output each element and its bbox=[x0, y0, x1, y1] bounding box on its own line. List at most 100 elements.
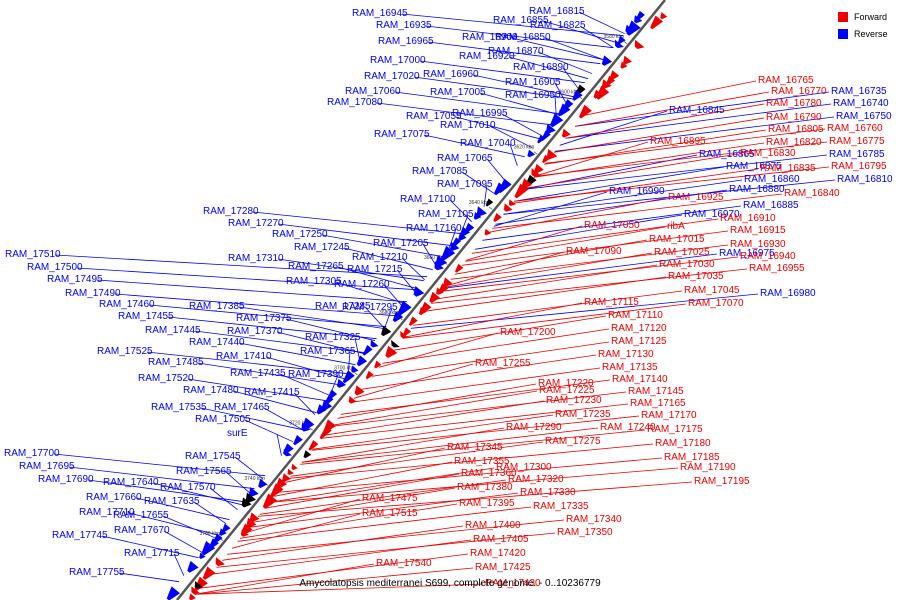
reverse-gene-label[interactable]: RAM_16920 bbox=[459, 51, 515, 62]
forward-gene-glyph[interactable] bbox=[291, 463, 298, 470]
reverse-gene-glyph[interactable] bbox=[434, 261, 444, 271]
reverse-gene-label[interactable]: RAM_17500 bbox=[27, 262, 83, 273]
reverse-gene-label[interactable]: RAM_17655 bbox=[113, 510, 169, 521]
reverse-gene-glyph[interactable] bbox=[316, 404, 327, 415]
forward-gene-glyph[interactable] bbox=[546, 148, 558, 160]
reverse-gene-glyph[interactable] bbox=[342, 370, 355, 384]
reverse-gene-label[interactable]: RAM_16965 bbox=[378, 36, 434, 47]
reverse-gene-label[interactable]: RAM_17040 bbox=[460, 138, 516, 149]
forward-gene-label[interactable]: RAM_16910 bbox=[720, 213, 776, 224]
reverse-gene-label[interactable]: RAM_16990 bbox=[609, 186, 665, 197]
forward-gene-glyph[interactable] bbox=[246, 517, 257, 528]
reverse-gene-glyph[interactable] bbox=[601, 55, 612, 66]
reverse-gene-label[interactable]: RAM_17160 bbox=[406, 223, 462, 234]
reverse-gene-glyph[interactable] bbox=[614, 39, 624, 49]
reverse-gene-label[interactable]: RAM_16865 bbox=[699, 149, 755, 160]
forward-gene-glyph[interactable] bbox=[262, 493, 278, 509]
reverse-gene-glyph[interactable] bbox=[617, 35, 626, 45]
reverse-gene-label[interactable]: RAM_17640 bbox=[103, 477, 159, 488]
reverse-gene-label[interactable]: RAM_16875 bbox=[726, 161, 782, 172]
forward-gene-glyph[interactable] bbox=[531, 168, 541, 177]
forward-gene-label[interactable]: RAM_17320 bbox=[508, 474, 564, 485]
reverse-gene-label[interactable]: RAM_17310 bbox=[228, 253, 284, 264]
reverse-gene-glyph[interactable] bbox=[219, 528, 227, 536]
reverse-gene-label[interactable]: RAM_16950 bbox=[505, 90, 561, 101]
forward-gene-label[interactable]: RAM_17170 bbox=[641, 410, 697, 421]
reverse-gene-glyph[interactable] bbox=[572, 89, 583, 101]
reverse-gene-label[interactable]: RAM_17700 bbox=[4, 448, 60, 459]
reverse-gene-label[interactable]: RAM_16845 bbox=[669, 105, 725, 116]
reverse-gene-label[interactable]: RAM_17635 bbox=[144, 496, 200, 507]
forward-gene-label[interactable]: RAM_16895 bbox=[650, 136, 706, 147]
forward-gene-label[interactable]: RAM_16830 bbox=[740, 148, 796, 159]
reverse-gene-label[interactable]: RAM_16900 bbox=[462, 32, 518, 43]
reverse-gene-label[interactable]: RAM_16735 bbox=[831, 86, 887, 97]
reverse-gene-label[interactable]: RAM_16855 bbox=[493, 15, 549, 26]
reverse-gene-label[interactable]: RAM_16885 bbox=[743, 200, 799, 211]
forward-gene-label[interactable]: RAM_17030 bbox=[659, 259, 715, 270]
reverse-gene-label[interactable]: RAM_17280 bbox=[203, 206, 259, 217]
reverse-gene-label[interactable]: RAM_17670 bbox=[114, 525, 170, 536]
reverse-gene-glyph[interactable] bbox=[381, 325, 392, 337]
forward-gene-glyph[interactable] bbox=[287, 468, 294, 475]
forward-gene-glyph[interactable] bbox=[455, 263, 464, 273]
reverse-gene-glyph[interactable] bbox=[356, 355, 368, 367]
reverse-gene-glyph[interactable] bbox=[546, 123, 556, 134]
reverse-gene-label[interactable]: RAM_17000 bbox=[370, 55, 426, 66]
reverse-gene-label[interactable]: RAM_17695 bbox=[19, 461, 75, 472]
forward-gene-glyph[interactable] bbox=[620, 61, 628, 69]
reverse-gene-label[interactable]: RAM_16870 bbox=[488, 46, 544, 57]
forward-gene-label[interactable]: RAM_17380 bbox=[457, 482, 513, 493]
forward-gene-label[interactable]: RAM_17050 bbox=[584, 220, 640, 231]
forward-gene-label[interactable]: RAM_16795 bbox=[831, 161, 887, 172]
forward-gene-label[interactable]: ribA bbox=[667, 221, 685, 232]
reverse-gene-label[interactable]: RAM_16740 bbox=[833, 98, 889, 109]
reverse-gene-glyph[interactable] bbox=[558, 109, 565, 117]
reverse-gene-label[interactable]: RAM_17460 bbox=[99, 299, 155, 310]
forward-gene-label[interactable]: RAM_17540 bbox=[376, 558, 432, 569]
forward-gene-glyph[interactable] bbox=[418, 306, 427, 315]
forward-gene-glyph[interactable] bbox=[241, 529, 249, 537]
reverse-gene-glyph[interactable] bbox=[248, 487, 259, 497]
forward-gene-glyph[interactable] bbox=[514, 183, 529, 199]
forward-gene-label[interactable]: RAM_17240 bbox=[600, 422, 656, 433]
forward-gene-label[interactable]: RAM_17355 bbox=[454, 456, 510, 467]
reverse-gene-label[interactable]: RAM_17325 bbox=[305, 332, 361, 343]
forward-gene-glyph[interactable] bbox=[508, 199, 516, 206]
reverse-gene-label[interactable]: RAM_16890 bbox=[513, 62, 569, 73]
reverse-gene-label[interactable]: RAM_17100 bbox=[400, 194, 456, 205]
reverse-gene-glyph[interactable] bbox=[337, 378, 347, 388]
forward-gene-label[interactable]: RAM_16955 bbox=[749, 263, 805, 274]
forward-gene-label[interactable]: RAM_16940 bbox=[740, 251, 796, 262]
forward-gene-glyph[interactable] bbox=[408, 316, 418, 326]
reverse-gene-glyph[interactable] bbox=[625, 24, 634, 33]
forward-gene-label[interactable]: RAM_17515 bbox=[362, 508, 418, 519]
reverse-gene-glyph[interactable] bbox=[362, 345, 373, 356]
reverse-gene-glyph[interactable] bbox=[245, 492, 256, 503]
forward-gene-label[interactable]: RAM_17070 bbox=[688, 298, 744, 309]
reverse-gene-glyph[interactable] bbox=[370, 339, 379, 348]
reverse-gene-label[interactable]: RAM_17075 bbox=[374, 129, 430, 140]
reverse-gene-label[interactable]: RAM_16935 bbox=[376, 20, 432, 31]
forward-gene-label[interactable]: RAM_17165 bbox=[630, 398, 686, 409]
forward-gene-label[interactable]: RAM_17340 bbox=[566, 514, 622, 525]
forward-gene-label[interactable]: RAM_16840 bbox=[784, 188, 840, 199]
reverse-gene-label[interactable]: RAM_16815 bbox=[529, 6, 585, 17]
reverse-gene-label[interactable]: RAM_17370 bbox=[227, 326, 283, 337]
reverse-gene-label[interactable]: RAM_17520 bbox=[138, 373, 194, 384]
reverse-gene-label[interactable]: RAM_17295 bbox=[342, 302, 398, 313]
forward-gene-label[interactable]: RAM_17185 bbox=[664, 452, 720, 463]
forward-gene-label[interactable]: RAM_17330 bbox=[520, 487, 576, 498]
forward-gene-glyph[interactable] bbox=[319, 425, 332, 440]
forward-gene-glyph[interactable] bbox=[660, 12, 668, 20]
forward-gene-label[interactable]: RAM_17225 bbox=[539, 385, 595, 396]
reverse-gene-label[interactable]: RAM_17020 bbox=[364, 71, 420, 82]
reverse-gene-label[interactable]: RAM_17375 bbox=[236, 313, 292, 324]
reverse-gene-label[interactable]: RAM_17440 bbox=[189, 337, 245, 348]
forward-gene-label[interactable]: RAM_17025 bbox=[654, 247, 710, 258]
reverse-gene-label[interactable]: RAM_17745 bbox=[52, 530, 108, 541]
reverse-gene-label[interactable]: RAM_16960 bbox=[423, 69, 479, 80]
reverse-gene-label[interactable]: RAM_16750 bbox=[836, 111, 892, 122]
reverse-gene-glyph[interactable] bbox=[413, 286, 425, 297]
reverse-gene-label[interactable]: RAM_17065 bbox=[437, 153, 493, 164]
